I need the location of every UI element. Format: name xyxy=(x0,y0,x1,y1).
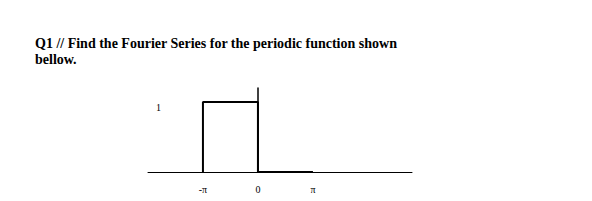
svg-text:0: 0 xyxy=(255,184,260,195)
svg-text:π: π xyxy=(310,184,315,195)
html-text:Q1 // Find the Fourier Series: Q1 // Find the Fourier Series for the pe… xyxy=(35,36,397,51)
svg-text:1: 1 xyxy=(156,102,161,113)
svg-text:-π: -π xyxy=(199,184,207,195)
html-text:bellow.: bellow. xyxy=(35,52,77,67)
